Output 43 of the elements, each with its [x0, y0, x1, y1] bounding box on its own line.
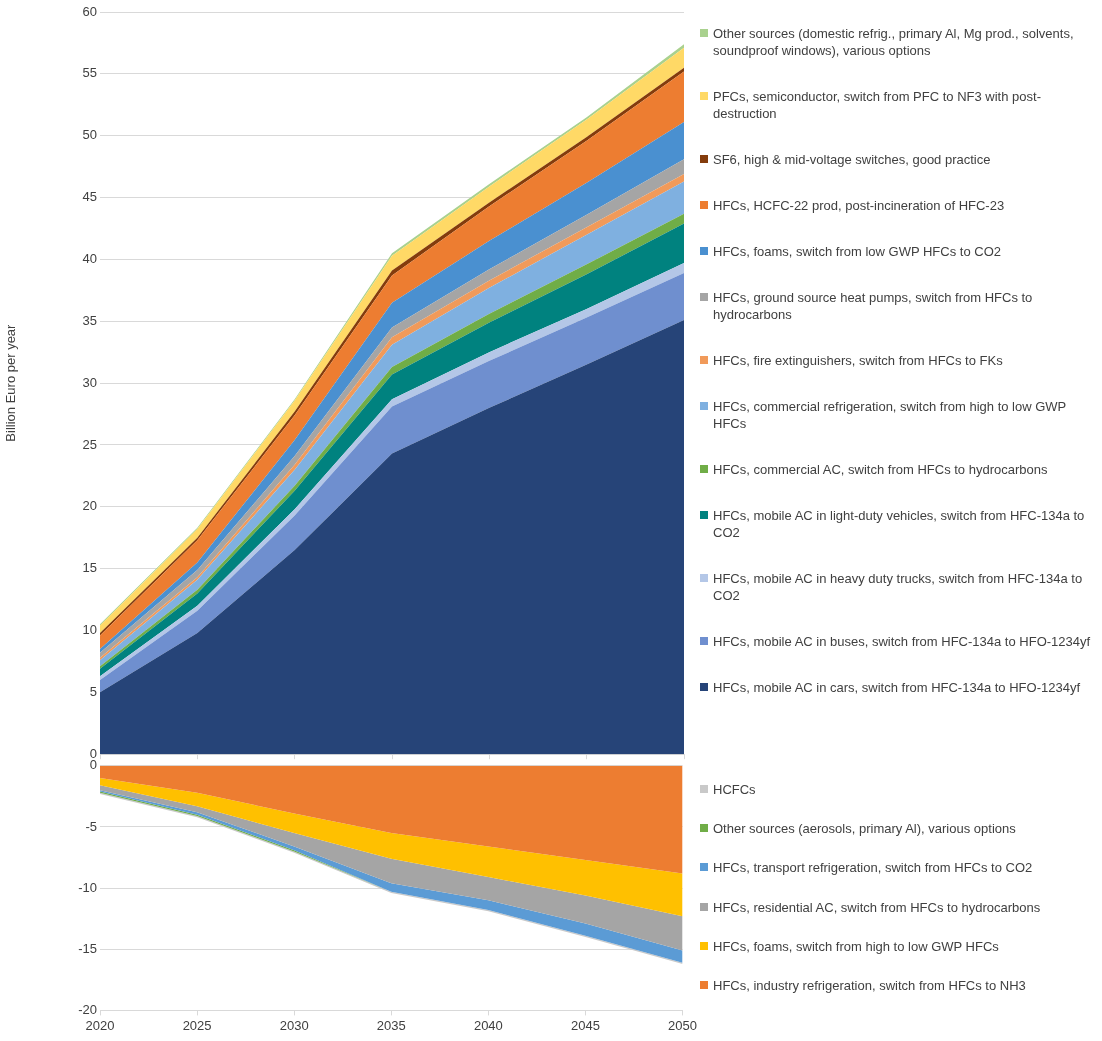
- y-tick-label: 35: [82, 312, 97, 328]
- legend-label: HFCs, HCFC-22 prod, post-incineration of HFC-23: [713, 196, 1005, 214]
- y-tick-label: 25: [82, 436, 97, 452]
- y-tick-label: 50: [82, 127, 97, 143]
- legend-label: PFCs, semiconductor, switch from PFC to NF3 with post-destruction: [713, 87, 1042, 122]
- y-tick-label: -10: [78, 879, 97, 895]
- x-tick-label: 2030: [279, 1017, 309, 1033]
- y-tick-label: -20: [78, 1001, 97, 1017]
- legend-label: HFCs, ground source heat pumps, switch from HFCs to hydrocarbons: [713, 288, 1034, 323]
- y-tick-label: 5: [89, 683, 97, 699]
- legend-label: HFCs, transport refrigeration, switch from HFCs to CO2: [713, 859, 1033, 877]
- legend-label: HFCs, foams, switch from high to low GWP HFCs: [713, 937, 999, 955]
- legend-label: SF6, high & mid-voltage switches, good practice: [713, 150, 991, 168]
- legend-label: HFCs, mobile AC in buses, switch from HFC-134a to HFO-1234yf: [713, 632, 1091, 650]
- x-tick-label: 2020: [85, 1017, 115, 1033]
- legend-label: HFCs, commercial refrigeration, switch from high to low GWP HFCs: [713, 397, 1068, 432]
- legend-label: HFCs, commercial AC, switch from HFCs to hydrocarbons: [713, 460, 1048, 478]
- y-tick-label: 20: [82, 498, 97, 514]
- x-tick-label: 2025: [182, 1017, 212, 1033]
- y-tick-label: -5: [85, 818, 97, 834]
- x-tick-label: 2045: [570, 1017, 600, 1033]
- y-tick-label: 40: [82, 250, 97, 266]
- y-tick-label: 15: [82, 560, 97, 576]
- y-tick-label: -15: [78, 940, 97, 956]
- y-tick-label: 60: [82, 3, 97, 19]
- legend-label: HFCs, foams, switch from low GWP HFCs to CO2: [713, 242, 1001, 260]
- x-tick-label: 2050: [668, 1017, 697, 1033]
- legend-label: HFCs, mobile AC in cars, switch from HFC-134a to HFO-1234yf: [713, 678, 1080, 696]
- legend-label: HFCs, industry refrigeration, switch from HFCs to NH3: [713, 976, 1026, 994]
- legend-label: HFCs, mobile AC in light-duty vehicles, switch from HFC-134a to CO2: [713, 506, 1086, 541]
- x-tick-label: 2035: [376, 1017, 406, 1033]
- legend-label: HFCs, mobile AC in heavy duty trucks, switch from HFC-134a to CO2: [713, 569, 1084, 604]
- legend-label: HCFCs: [713, 781, 756, 799]
- legend-label: HFCs, fire extinguishers, switch from HFCs to FKs: [713, 351, 1003, 369]
- y-tick-label: 45: [82, 189, 97, 205]
- legend-label: Other sources (domestic refrig., primary Al, Mg prod., solvents, soundproof windows), various options: [713, 24, 1075, 59]
- y-axis-title: Billion Euro per year: [3, 323, 19, 442]
- y-tick-label: 55: [82, 65, 97, 81]
- legend-label: Other sources (aerosols, primary Al), various options: [713, 820, 1016, 838]
- y-tick-label: 30: [82, 374, 97, 390]
- x-tick-label: 2040: [473, 1017, 503, 1033]
- y-tick-label: 10: [82, 622, 97, 638]
- legend-label: HFCs, residential AC, switch from HFCs to hydrocarbons: [713, 898, 1041, 916]
